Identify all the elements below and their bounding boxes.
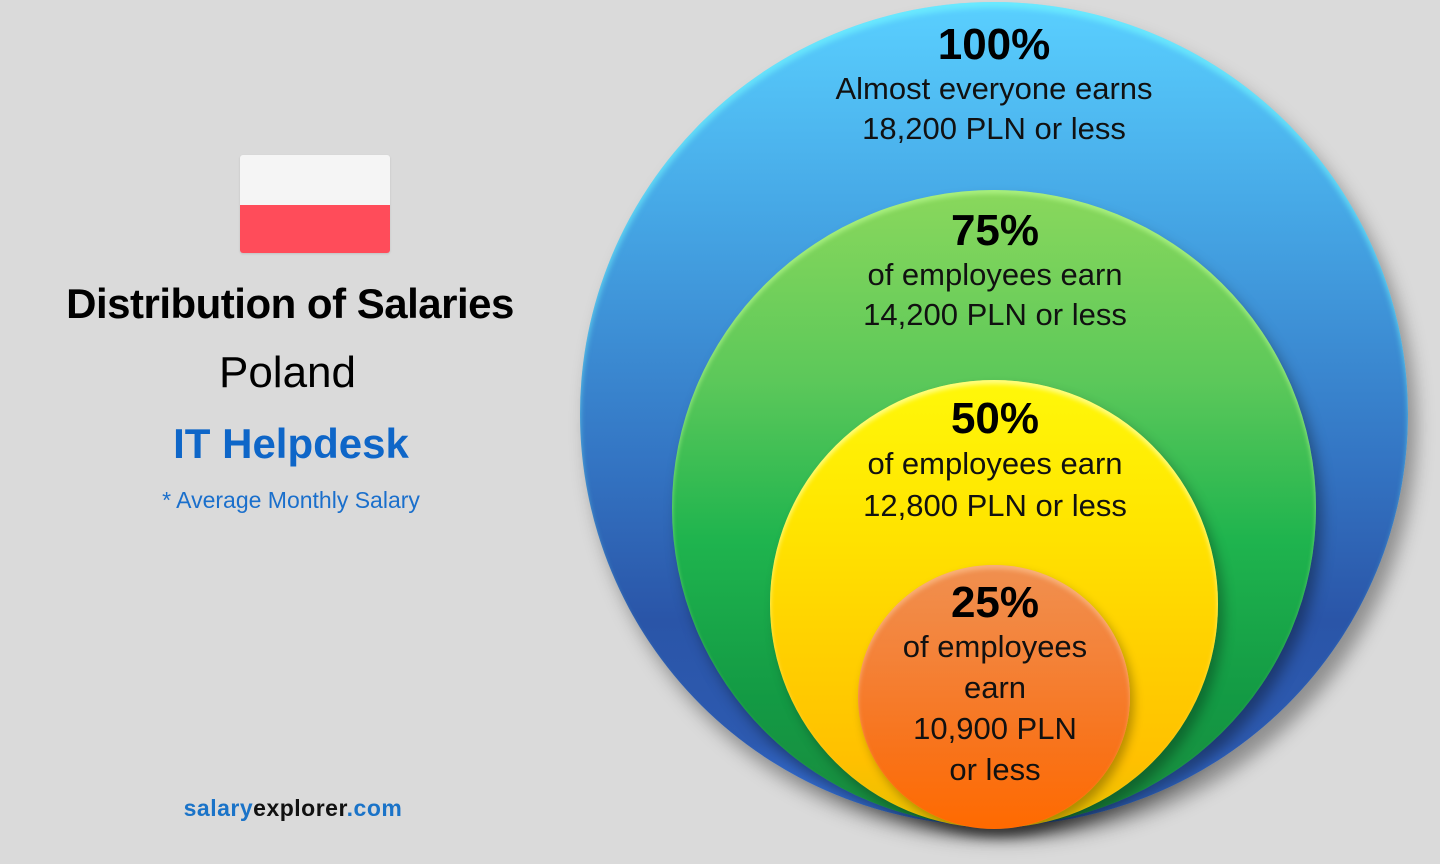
label-line: earn <box>963 670 1027 705</box>
brand-part-com: .com <box>346 795 403 821</box>
label-line: 12,800 PLN or less <box>863 488 1127 523</box>
left-panel: Distribution of Salaries Poland IT Helpd… <box>0 0 580 864</box>
label-line: or less <box>949 752 1041 787</box>
brand-link[interactable]: salaryexplorer.com <box>0 795 586 822</box>
flag-white-stripe <box>240 155 390 205</box>
label-line: 10,900 PLN <box>913 711 1077 746</box>
poland-flag-icon <box>240 155 390 253</box>
label-100-percent: 100% Almost everyone earns 18,200 PLN or… <box>794 21 1194 149</box>
percent-value: 100% <box>937 20 1051 69</box>
percent-value: 25% <box>950 578 1040 627</box>
job-title: IT Helpdesk <box>173 420 409 467</box>
label-50-percent: 50% of employees earn 12,800 PLN or less <box>800 395 1190 527</box>
ellipse-25-percent <box>858 565 1130 829</box>
label-line: 14,200 PLN or less <box>863 297 1127 332</box>
label-line: 18,200 PLN or less <box>862 111 1126 146</box>
label-line: of employees <box>902 629 1088 664</box>
percent-value: 50% <box>950 394 1040 443</box>
label-75-percent: 75% of employees earn 14,200 PLN or less <box>800 207 1190 335</box>
flag-red-stripe <box>240 205 390 253</box>
label-line: Almost everyone earns <box>835 71 1153 106</box>
salary-note: * Average Monthly Salary <box>162 487 420 513</box>
label-line: of employees earn <box>867 446 1123 481</box>
brand-part-explorer: explorer <box>253 795 347 821</box>
page-title: Distribution of Salaries <box>66 280 514 327</box>
label-line: of employees earn <box>867 257 1123 292</box>
label-25-percent: 25% of employees earn 10,900 PLN or less <box>880 580 1110 790</box>
percent-value: 75% <box>950 206 1040 255</box>
brand-part-salary: salary <box>183 795 254 821</box>
country-label: Poland <box>218 348 356 397</box>
